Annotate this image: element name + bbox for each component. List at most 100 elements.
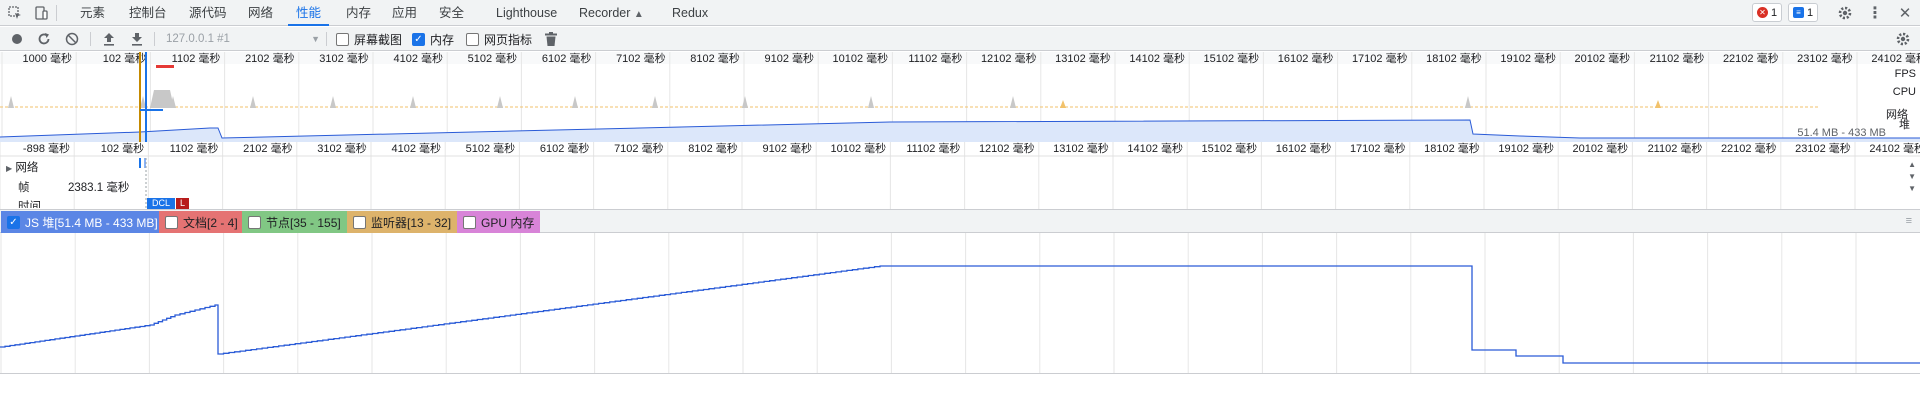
tab-sources[interactable]: 源代码: [189, 6, 227, 20]
memory-checkbox[interactable]: ✓ 内存: [412, 31, 454, 48]
overview-tick-label: 11102 毫秒: [908, 52, 962, 65]
overview-long-task-marker: [156, 65, 174, 68]
listeners-checkbox[interactable]: [353, 215, 366, 229]
overview-tick-label: 1000 毫秒: [22, 52, 72, 65]
inspect-element-icon[interactable]: [6, 4, 24, 22]
overview-ruler-bg: [0, 52, 1920, 64]
message-icon: ≡: [1793, 7, 1804, 18]
performance-toolbar: 127.0.0.1 #1 ▼ 屏幕截图 ✓ 内存 网页指标: [0, 27, 1920, 51]
timeline-scrollbar[interactable]: ▲ ▼ ▼: [1908, 160, 1916, 193]
error-count-badge[interactable]: ✕ 1: [1752, 3, 1783, 22]
overview-tick-label: 24102 毫秒: [1871, 52, 1920, 65]
timeline-tick-label: 20102 毫秒: [1573, 142, 1629, 155]
memory-counter-graph[interactable]: [0, 233, 1920, 373]
record-icon[interactable]: [8, 30, 26, 48]
timeline-tick-label: 3102 毫秒: [317, 142, 367, 155]
load-marker[interactable]: L: [176, 198, 189, 209]
timeline-tick-label: 14102 毫秒: [1127, 142, 1183, 155]
error-count: 1: [1771, 6, 1778, 19]
screenshots-checkbox-box[interactable]: [336, 33, 349, 46]
tab-lighthouse[interactable]: Lighthouse: [496, 6, 558, 20]
overview-tick-label: 17102 毫秒: [1352, 52, 1408, 65]
counter-js-heap[interactable]: ✓ JS 堆[51.4 MB - 433 MB]: [1, 211, 164, 233]
toolbar-separator: [90, 32, 91, 46]
nodes-checkbox[interactable]: [248, 215, 261, 229]
network-track-label: 网络: [15, 162, 39, 174]
more-options-icon[interactable]: ⋮: [1867, 5, 1883, 22]
overview-tick-label: 3102 毫秒: [319, 52, 369, 65]
listeners-label: 监听器[13 - 32]: [371, 215, 452, 230]
timeline-tick-label: 9102 毫秒: [762, 142, 812, 155]
network-track[interactable]: ▶ 网络: [6, 159, 38, 175]
tab-application[interactable]: 应用: [392, 6, 418, 20]
overview-tick-label: 18102 毫秒: [1426, 52, 1482, 65]
timeline-tick-label: 6102 毫秒: [540, 142, 590, 155]
timeline-tick-label: 21102 毫秒: [1648, 142, 1703, 155]
overview-tick-label: 9102 毫秒: [764, 52, 814, 65]
counter-nodes[interactable]: 节点[35 - 155]: [242, 211, 347, 233]
tab-redux[interactable]: Redux: [672, 6, 709, 20]
nodes-label: 节点[35 - 155]: [266, 215, 341, 230]
timeline-tick-label: 19102 毫秒: [1498, 142, 1554, 155]
device-toolbar-icon[interactable]: [32, 4, 50, 22]
toolbar-separator: [154, 32, 155, 46]
message-count-badge[interactable]: ≡ 1: [1788, 3, 1819, 22]
timeline-ruler-bg: [0, 142, 1920, 156]
capture-settings-gear-icon[interactable]: [1894, 30, 1912, 48]
devtools-tab-bar: 元素 控制台 源代码 网络 性能 内存 应用 安全 Lighthouse Rec…: [0, 0, 1920, 26]
timeline-tick-label: 15102 毫秒: [1202, 142, 1258, 155]
collect-garbage-icon[interactable]: [542, 30, 560, 48]
overview-tick-label: 4102 毫秒: [393, 52, 443, 65]
overview-tick-label: 6102 毫秒: [542, 52, 592, 65]
load-profile-icon[interactable]: [100, 30, 118, 48]
timeline-tick-label: 2102 毫秒: [243, 142, 293, 155]
counter-listeners[interactable]: 监听器[13 - 32]: [347, 211, 458, 233]
timeline-overview[interactable]: 1000 毫秒 102 毫秒 1102 毫秒 2102 毫秒 3102 毫秒 4102 毫…: [0, 51, 1920, 142]
bottom-panel: [0, 373, 1920, 400]
tab-performance[interactable]: 性能: [288, 0, 330, 26]
gpu-memory-checkbox[interactable]: [463, 215, 476, 229]
tab-elements[interactable]: 元素: [80, 6, 106, 20]
tab-memory[interactable]: 内存: [346, 6, 372, 20]
timeline-tick-label: -898 毫秒: [23, 142, 70, 155]
clear-icon[interactable]: [63, 30, 81, 48]
resize-handle-icon[interactable]: ≡: [1905, 215, 1912, 227]
cpu-activity-spike: [250, 96, 256, 108]
timeline-tick-label: 24102 毫秒: [1869, 142, 1920, 155]
timeline-tick-label: 10102 毫秒: [831, 142, 887, 155]
tab-recorder[interactable]: Recorder ▲: [579, 0, 644, 26]
timeline-tick-label: 13102 毫秒: [1053, 142, 1109, 155]
webvitals-checkbox[interactable]: 网页指标: [466, 31, 532, 48]
timings-track-label: 时间: [18, 201, 41, 208]
memory-checkbox-box[interactable]: ✓: [412, 33, 425, 46]
close-devtools-icon[interactable]: ✕: [1898, 5, 1912, 22]
screenshots-label: 屏幕截图: [354, 33, 403, 47]
overview-tick-label: 16102 毫秒: [1278, 52, 1334, 65]
tab-network[interactable]: 网络: [248, 6, 274, 20]
overview-tick-label: 22102 毫秒: [1723, 52, 1779, 65]
timeline-tick-label: 1102 毫秒: [170, 142, 219, 155]
webvitals-checkbox-box[interactable]: [466, 33, 479, 46]
cpu-activity-spike: [1465, 96, 1471, 108]
expand-arrow-icon[interactable]: ▶: [6, 164, 13, 173]
screenshots-checkbox[interactable]: 屏幕截图: [336, 31, 402, 48]
cpu-activity-spike: [1010, 96, 1016, 108]
timeline-main[interactable]: -898 毫秒 102 毫秒 1102 毫秒 2102 毫秒 3102 毫秒 4102 毫…: [0, 141, 1920, 209]
overview-tick-label: 5102 毫秒: [468, 52, 518, 65]
overview-tick-label: 21102 毫秒: [1650, 52, 1705, 65]
js-heap-checkbox[interactable]: ✓: [7, 215, 20, 229]
overview-tick-label: 20102 毫秒: [1575, 52, 1631, 65]
message-count: 1: [1807, 6, 1814, 19]
timeline-tick-label: 102 毫秒: [101, 142, 144, 155]
settings-gear-icon[interactable]: [1836, 4, 1854, 22]
tab-security[interactable]: 安全: [439, 6, 465, 20]
tab-console[interactable]: 控制台: [129, 6, 167, 20]
counter-gpu-memory[interactable]: GPU 内存: [457, 211, 541, 233]
counter-documents[interactable]: 文档[2 - 4]: [159, 211, 244, 233]
gpu-memory-label: GPU 内存: [481, 215, 535, 230]
dcl-marker[interactable]: DCL: [147, 198, 175, 209]
reload-record-icon[interactable]: [35, 30, 53, 48]
save-profile-icon[interactable]: [128, 30, 146, 48]
target-select[interactable]: 127.0.0.1 #1 ▼: [166, 30, 320, 48]
documents-checkbox[interactable]: [165, 215, 178, 229]
